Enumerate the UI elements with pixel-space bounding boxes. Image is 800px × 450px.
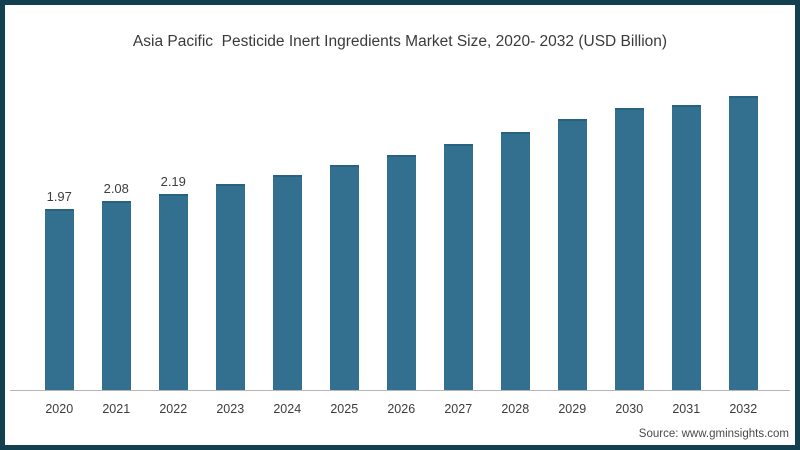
bar-2021[interactable] — [101, 201, 131, 390]
bar-2027[interactable] — [443, 143, 473, 390]
bar-2025[interactable] — [329, 165, 359, 390]
x-tick-label-2027: 2027 — [444, 402, 473, 416]
x-tick-label-2030: 2030 — [615, 402, 644, 416]
bar-group-2031 — [658, 104, 715, 390]
x-tick-label-2031: 2031 — [672, 402, 701, 416]
bar-2032[interactable] — [728, 95, 758, 390]
bar-group-2022: 2.19 — [145, 173, 202, 390]
bar-2026[interactable] — [386, 154, 416, 390]
bar-2022[interactable] — [158, 193, 188, 390]
x-axis-line — [10, 390, 790, 391]
bar-group-2032 — [715, 95, 772, 390]
source-credit: Source: www.gminsights.com — [638, 428, 789, 440]
bar-2030[interactable] — [614, 107, 644, 390]
x-tick-label-2024: 2024 — [273, 402, 302, 416]
x-tick-label-2025: 2025 — [330, 402, 359, 416]
bar-group-2020: 1.97 — [31, 190, 88, 390]
bar-2023[interactable] — [215, 183, 245, 390]
x-tick-label-2020: 2020 — [45, 402, 74, 416]
bar-group-2029 — [544, 118, 601, 390]
bar-2024[interactable] — [272, 174, 302, 390]
x-tick-label-2029: 2029 — [558, 402, 587, 416]
bar-value-label-2020: 1.97 — [46, 189, 72, 204]
bar-group-2025 — [316, 165, 373, 390]
bar-2031[interactable] — [671, 104, 701, 390]
bar-value-label-2021: 2.08 — [103, 181, 129, 197]
bar-group-2028 — [487, 131, 544, 390]
bar-2020[interactable] — [44, 209, 74, 390]
bar-group-2024 — [259, 174, 316, 390]
bar-value-label-2022: 2.19 — [160, 173, 186, 189]
x-tick-label-2023: 2023 — [216, 402, 245, 416]
x-tick-label-2026: 2026 — [387, 402, 416, 416]
bar-group-2027 — [430, 143, 487, 390]
bar-2029[interactable] — [557, 118, 587, 390]
bar-2028[interactable] — [500, 131, 530, 390]
x-tick-label-2022: 2022 — [159, 402, 188, 416]
x-tick-label-2028: 2028 — [501, 402, 530, 416]
bar-group-2023 — [202, 183, 259, 390]
plot-area: 1.97 2020 2.08 2021 2.19 2022 2023 2024 2025 2026… — [5, 5, 795, 445]
bar-group-2026 — [373, 154, 430, 390]
chart-title: Asia Pacific Pesticide Inert Ingredients… — [132, 33, 668, 50]
bar-group-2021: 2.08 — [88, 182, 145, 390]
x-tick-label-2021: 2021 — [102, 402, 131, 416]
bar-group-2030 — [601, 107, 658, 390]
x-tick-label-2032: 2032 — [729, 402, 758, 416]
